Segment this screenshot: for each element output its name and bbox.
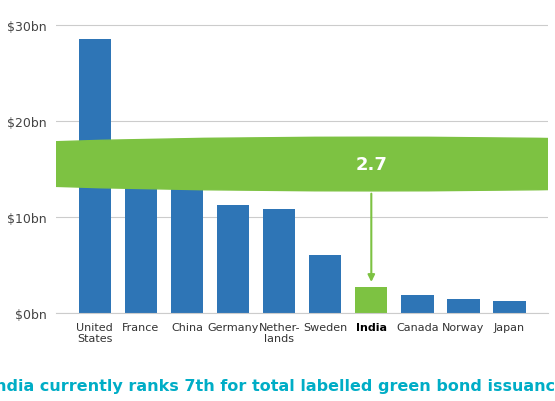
Ellipse shape (0, 138, 555, 191)
Bar (355, 287, 387, 313)
Bar (79, 41, 111, 313)
Bar (309, 255, 341, 313)
Bar (447, 300, 480, 313)
Bar (171, 169, 203, 313)
Text: 2.7: 2.7 (355, 156, 387, 174)
Bar (263, 210, 295, 313)
Text: India currently ranks 7th for total labelled green bond issuance: India currently ranks 7th for total labe… (0, 378, 555, 393)
Bar (217, 206, 249, 313)
Bar (493, 301, 526, 313)
Bar (401, 296, 433, 313)
Bar (125, 165, 157, 313)
